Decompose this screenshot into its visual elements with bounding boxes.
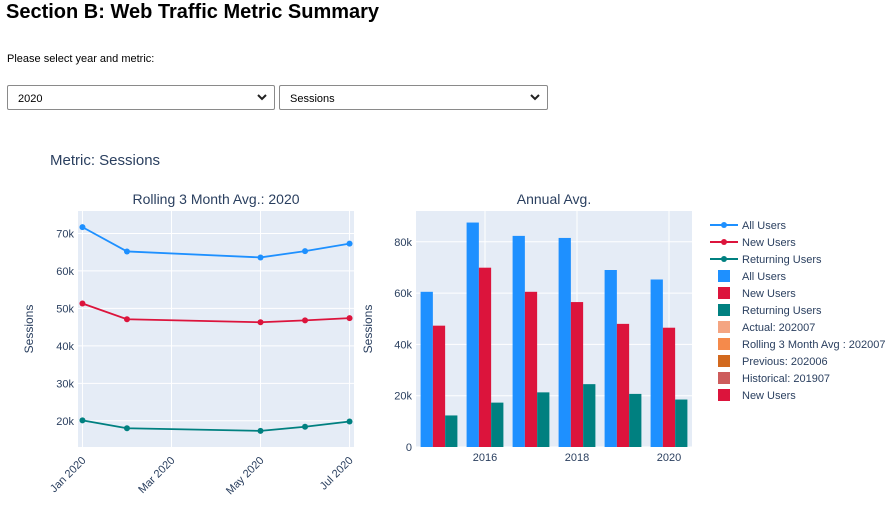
legend-item-label: New Users	[742, 288, 796, 300]
bar	[604, 270, 617, 447]
bar	[420, 291, 433, 447]
bar	[650, 279, 663, 447]
legend-marker	[721, 239, 727, 245]
legend-item-label: Previous: 202006	[742, 356, 828, 368]
data-point	[79, 224, 86, 231]
bar	[512, 235, 525, 447]
year-select[interactable]: 2020	[7, 85, 275, 110]
bar	[491, 402, 504, 447]
y-axis-title: Sessions	[22, 305, 36, 354]
y-tick-label: 40k	[394, 339, 412, 351]
y-tick-label: 80k	[394, 237, 412, 249]
y-tick-label: 50k	[56, 303, 74, 315]
y-tick-label: 40k	[56, 341, 74, 353]
bar	[478, 267, 492, 447]
y-tick-label: 70k	[56, 228, 74, 240]
legend-item-label: Actual: 202007	[742, 322, 815, 334]
x-tick-label: Jan 2020	[48, 455, 88, 495]
bar	[466, 222, 479, 447]
select-prompt: Please select year and metric:	[7, 53, 155, 65]
data-point	[257, 254, 264, 261]
legend-item-label: Returning Users	[742, 254, 822, 266]
x-tick-label: 2016	[473, 452, 497, 464]
legend-item-label: Rolling 3 Month Avg : 202007	[742, 339, 886, 351]
legend-item-label: All Users	[742, 220, 787, 232]
data-point	[257, 427, 264, 434]
data-point	[123, 425, 130, 432]
legend-item-label: New Users	[742, 237, 796, 249]
legend-item-label: Returning Users	[742, 305, 822, 317]
bar	[558, 237, 571, 447]
x-tick-label: 2020	[657, 452, 681, 464]
metric-select[interactable]: Sessions	[279, 85, 548, 110]
legend-item-label: New Users	[742, 390, 796, 402]
bar	[570, 302, 584, 447]
data-point	[257, 319, 264, 326]
y-tick-label: 0	[406, 442, 412, 454]
metric-select-value: Sessions	[290, 93, 335, 105]
legend-box-swatch	[718, 389, 730, 401]
legend-box-swatch	[718, 270, 730, 282]
chart-legend: All Users New Users Returning Users All Use…	[710, 220, 886, 402]
y-tick-label: 30k	[56, 378, 74, 390]
y-tick-label: 20k	[56, 416, 74, 428]
legend-item-label: Historical: 201907	[742, 373, 830, 385]
bar	[616, 323, 630, 447]
year-select-value: 2020	[18, 93, 43, 105]
legend-box-swatch	[718, 321, 730, 333]
page-title: Section B: Web Traffic Metric Summary	[6, 1, 380, 23]
data-point	[346, 418, 353, 425]
chevron-down-icon	[530, 94, 540, 101]
y-tick-label: 60k	[56, 266, 74, 278]
legend-box-swatch	[718, 304, 730, 316]
bar	[537, 392, 550, 447]
legend-box-swatch	[718, 287, 730, 299]
legend-box-swatch	[718, 355, 730, 367]
data-point	[79, 300, 86, 307]
bar	[662, 327, 676, 447]
chart-title: Annual Avg.	[517, 191, 591, 207]
bar	[445, 415, 458, 447]
x-tick-label: May 2020	[224, 455, 267, 498]
legend-box-swatch	[718, 338, 730, 350]
x-tick-label: Jul 2020	[318, 455, 356, 493]
legend-marker	[721, 256, 727, 262]
x-tick-label: Mar 2020	[136, 455, 177, 496]
annual-avg-chart: 0 20k 40k 60k 80k 2016 2018 2020 Annual Avg. Sess…	[361, 191, 692, 464]
bar	[583, 384, 596, 447]
data-point	[123, 316, 130, 323]
bar	[629, 393, 642, 447]
data-point	[346, 315, 353, 322]
legend-marker	[721, 222, 727, 228]
data-point	[123, 248, 130, 255]
bar	[675, 399, 688, 447]
data-point	[79, 417, 86, 424]
data-point	[346, 240, 353, 247]
bar	[524, 291, 538, 447]
plot-background	[416, 211, 692, 447]
data-point	[302, 317, 309, 324]
y-tick-label: 60k	[394, 288, 412, 300]
legend-box-swatch	[718, 372, 730, 384]
chevron-down-icon	[257, 94, 267, 101]
legend-item-label: All Users	[742, 271, 787, 283]
y-tick-label: 20k	[394, 391, 412, 403]
y-axis-title: Sessions	[361, 305, 375, 354]
metric-heading: Metric: Sessions	[50, 152, 161, 169]
data-point	[302, 423, 309, 430]
data-point	[302, 248, 309, 255]
x-tick-label: 2018	[565, 452, 589, 464]
bar	[432, 325, 446, 447]
rolling-avg-chart: 20k 30k 40k 50k 60k 70k Jan 2020 Mar 2020 May 20…	[22, 191, 356, 497]
chart-title: Rolling 3 Month Avg.: 2020	[132, 191, 299, 207]
